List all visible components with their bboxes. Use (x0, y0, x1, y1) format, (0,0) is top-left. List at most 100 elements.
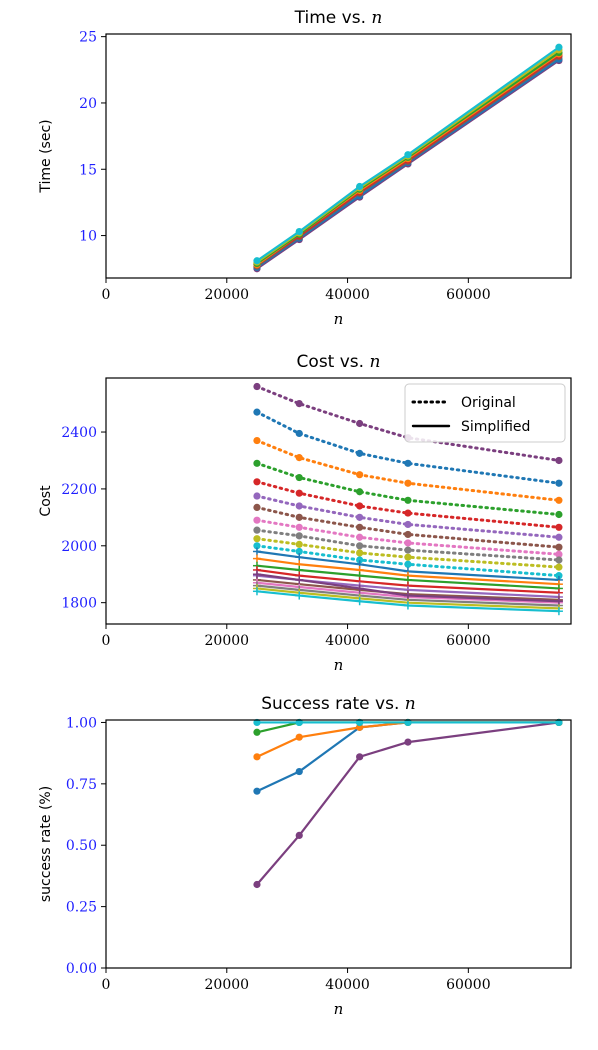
x-tick-label: 20000 (205, 977, 250, 993)
data-point (253, 753, 261, 761)
legend-label: Simplified (461, 419, 530, 435)
data-point (253, 436, 261, 445)
y-tick-label: 0.50 (66, 838, 97, 854)
x-tick-label: 60000 (446, 287, 491, 303)
series-8 (253, 516, 563, 558)
data-point (253, 728, 261, 736)
data-point (404, 539, 412, 547)
data-point (295, 831, 303, 840)
y-tick-label: 1.00 (66, 715, 97, 731)
x-tick-label: 40000 (325, 633, 370, 649)
data-point (555, 43, 563, 51)
data-point (295, 429, 303, 438)
data-point (253, 492, 261, 500)
data-point (356, 471, 364, 479)
series-10 (253, 535, 563, 571)
chart-panel-3: 0 20000 40000 60000 0.00 0.25 0.50 0.75 1.00 Succ… (38, 694, 572, 1018)
data-point (253, 542, 261, 550)
y-tick-label: 0.00 (66, 961, 97, 977)
y-tick-label: 20 (79, 96, 97, 112)
y-tick-label: 2400 (61, 425, 97, 441)
data-point (404, 479, 412, 487)
y-tick-label: 0.25 (66, 900, 97, 916)
axes-frame (105, 33, 572, 279)
data-point (356, 753, 364, 761)
chart-title: Cost vs. n (297, 352, 381, 372)
data-point (295, 489, 303, 497)
data-point (555, 533, 563, 541)
series-22 (252, 587, 563, 616)
series-11 (253, 542, 563, 580)
series-14 (252, 561, 563, 593)
series-5 (253, 478, 563, 531)
data-point (253, 459, 261, 467)
series-2 (253, 408, 563, 487)
series-5 (253, 718, 563, 727)
data-point (356, 533, 364, 541)
axes-frame (105, 719, 572, 969)
x-tick-label: 0 (102, 633, 111, 649)
legend: Original Simplified (404, 383, 566, 443)
data-point (295, 718, 303, 727)
data-point (295, 454, 303, 462)
data-point (555, 496, 563, 504)
data-point (555, 510, 563, 519)
y-tick-label: 1800 (61, 596, 97, 612)
x-tick-label: 40000 (325, 287, 370, 303)
data-point (295, 547, 303, 556)
chart-panel-2: 0 20000 40000 60000 1800 2000 2200 2400 Cost vs.… (38, 352, 572, 674)
data-point (295, 227, 303, 236)
series-1 (253, 718, 563, 889)
series-3 (253, 436, 563, 504)
y-tick-label: 0.75 (66, 777, 97, 793)
series-line (255, 721, 561, 886)
data-point (555, 456, 563, 465)
data-point (356, 182, 364, 191)
y-tick-label: 2200 (61, 482, 97, 498)
series-20 (252, 570, 563, 606)
data-point (356, 513, 364, 521)
series-line (255, 480, 561, 529)
data-point (356, 549, 364, 557)
data-point (555, 523, 563, 531)
data-point (404, 509, 412, 517)
data-point (404, 560, 412, 568)
x-axis-label: n (334, 310, 344, 328)
data-point (404, 459, 412, 467)
y-axis-label: Cost (38, 485, 54, 517)
data-point (555, 718, 563, 727)
x-tick-label: 0 (102, 977, 111, 993)
y-tick-label: 25 (79, 30, 97, 46)
data-point (253, 787, 261, 795)
series-1 (253, 382, 563, 465)
x-axis-label: n (334, 1000, 344, 1018)
legend-label: Original (461, 395, 516, 411)
data-point (356, 542, 364, 550)
data-point (253, 880, 261, 889)
data-point (295, 399, 303, 408)
chart-title: Success rate vs. n (261, 694, 415, 714)
data-point (555, 543, 563, 551)
data-point (404, 151, 412, 159)
chart-title-variable: n (369, 352, 380, 372)
series-6 (253, 492, 563, 541)
data-point (253, 257, 261, 265)
data-point (404, 553, 412, 561)
data-point (356, 449, 364, 457)
data-point (295, 767, 303, 776)
data-point (356, 523, 364, 531)
x-tick-label: 20000 (205, 287, 250, 303)
data-point (295, 523, 303, 531)
data-point (555, 563, 563, 571)
series-4 (253, 459, 563, 519)
axes-frame (105, 377, 572, 625)
x-axis-label: n (334, 656, 344, 674)
series-7 (253, 503, 563, 551)
data-point (356, 502, 364, 510)
data-point (356, 488, 364, 496)
chart-title: Time vs. n (294, 8, 383, 28)
data-point (356, 419, 364, 428)
data-point (253, 535, 261, 543)
